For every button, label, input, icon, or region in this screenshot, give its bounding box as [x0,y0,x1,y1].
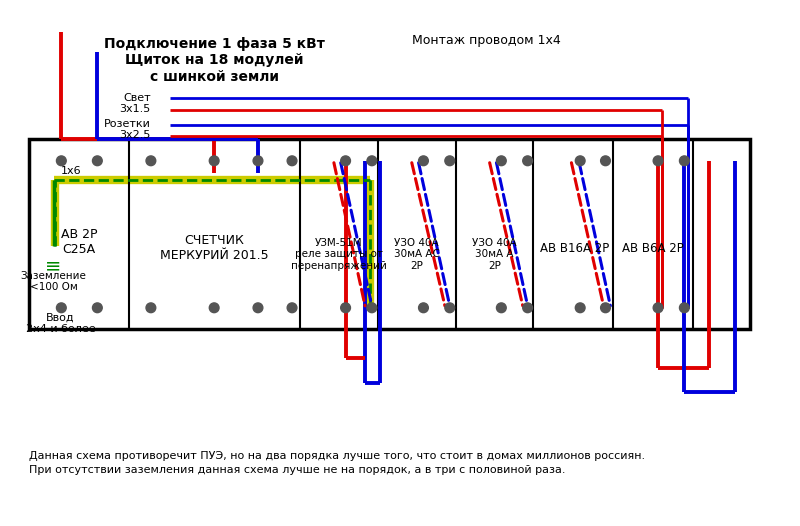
Text: Заземление
<100 Ом: Заземление <100 Ом [21,271,86,292]
Circle shape [653,156,663,166]
Circle shape [445,303,454,312]
Circle shape [57,156,66,166]
Text: Подключение 1 фаза 5 кВт
Щиток на 18 модулей
с шинкой земли: Подключение 1 фаза 5 кВт Щиток на 18 мод… [104,37,325,84]
Circle shape [445,156,454,166]
Circle shape [418,303,428,312]
Text: Ввод
2x4 и более: Ввод 2x4 и более [26,312,95,334]
Circle shape [341,156,350,166]
Circle shape [146,156,156,166]
Circle shape [210,156,219,166]
Text: При отсутствии заземления данная схема лучше не на порядок, а в три с половиной : При отсутствии заземления данная схема л… [30,466,566,476]
Circle shape [210,303,219,312]
Circle shape [57,303,66,312]
Circle shape [497,156,506,166]
Circle shape [575,156,585,166]
Circle shape [287,303,297,312]
Text: 1х6: 1х6 [60,166,81,176]
Text: АВ 2Р
С25А: АВ 2Р С25А [61,228,97,256]
Text: Монтаж проводом 1х4: Монтаж проводом 1х4 [412,34,561,47]
Text: СЧЕТЧИК
МЕРКУРИЙ 201.5: СЧЕТЧИК МЕРКУРИЙ 201.5 [160,235,269,262]
Text: УЗМ-51М
реле защиты от
перенапряжений: УЗМ-51М реле защиты от перенапряжений [291,238,386,271]
Circle shape [679,303,690,312]
Circle shape [93,156,102,166]
Circle shape [497,303,506,312]
Circle shape [287,156,297,166]
Circle shape [341,303,350,312]
Bar [30,139,750,329]
Text: УЗО 40А
30мА АС
2Р: УЗО 40А 30мА АС 2Р [394,238,439,271]
Text: АВ В16А 2Р: АВ В16А 2Р [540,242,609,255]
Circle shape [522,156,533,166]
Text: Свет
3х1.5: Свет 3х1.5 [120,93,151,114]
Circle shape [93,303,102,312]
Text: УЗО 40А
30мА А
2Р: УЗО 40А 30мА А 2Р [472,238,517,271]
Circle shape [253,303,263,312]
Circle shape [146,303,156,312]
Circle shape [418,156,428,166]
Circle shape [679,156,690,166]
Text: ≡: ≡ [46,256,62,275]
Text: Данная схема противоречит ПУЭ, но на два порядка лучше того, что стоит в домах м: Данная схема противоречит ПУЭ, но на два… [30,451,646,461]
Circle shape [653,303,663,312]
Circle shape [367,303,377,312]
Circle shape [367,156,377,166]
Circle shape [522,303,533,312]
Text: АВ В6А 2Р: АВ В6А 2Р [622,242,684,255]
Circle shape [575,303,585,312]
Circle shape [601,303,610,312]
Circle shape [253,156,263,166]
Circle shape [601,156,610,166]
Text: Розетки
3х2.5: Розетки 3х2.5 [104,119,151,140]
